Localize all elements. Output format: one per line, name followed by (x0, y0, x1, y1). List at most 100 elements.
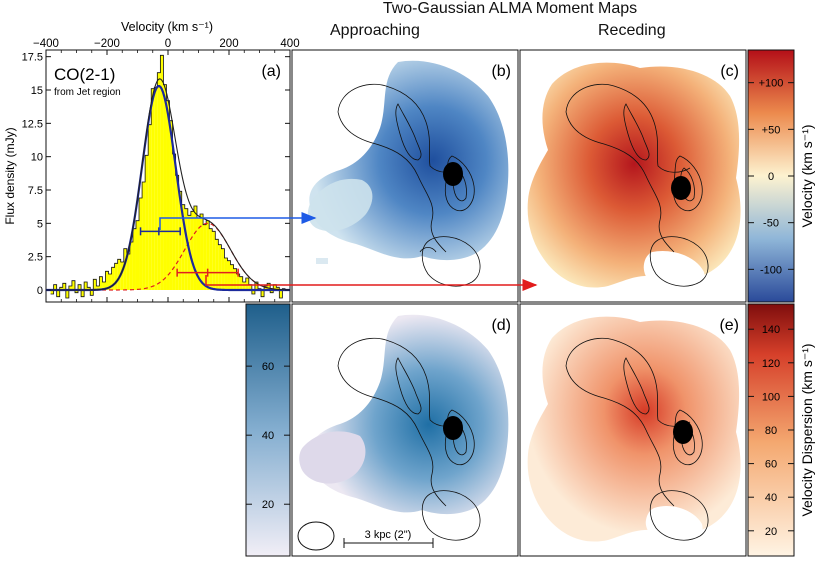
colorbar-tick-label: 20 (262, 499, 274, 511)
approaching-column-label: Approaching (330, 22, 420, 39)
spectrum-bar (166, 100, 170, 291)
spectrum-bar (172, 154, 176, 290)
x-tick-label: 200 (219, 38, 238, 50)
spectrum-bar (215, 239, 219, 290)
dispersion-approaching-gradient (245, 303, 291, 557)
spectrum-x-axis-label: Velocity (km s⁻¹) (121, 20, 213, 34)
spectrum-bar (50, 290, 54, 294)
spectrum-bar (169, 120, 173, 291)
panel-d-frame (291, 303, 519, 557)
spectrum-bar (90, 290, 94, 296)
figure-title: Two-Gaussian ALMA Moment Maps (382, 0, 638, 17)
spectrum-x-ticks: −400 −200 0 200 400 (33, 38, 300, 302)
spectrum-bar (230, 264, 234, 290)
panel-d-map: 3 kpc (2") (d) (291, 303, 519, 557)
spectrum-bar (84, 282, 88, 290)
y-tick-label: 0 (37, 285, 43, 297)
colorbar-tick-label: -100 (760, 264, 782, 276)
spectrum-bar (178, 191, 182, 290)
y-tick-label: 10 (31, 152, 43, 164)
spectrum-bar (196, 218, 201, 290)
panel-e-contours (565, 337, 709, 541)
spectrum-bar (81, 290, 85, 297)
y-tick-label: 5 (37, 218, 43, 230)
spectrum-bar (102, 282, 106, 290)
colorbar-tick-label: +50 (762, 124, 781, 136)
spectrum-bar (200, 214, 204, 290)
line-name: CO(2-1) (54, 65, 115, 84)
panel-b-map: (b) (291, 49, 519, 303)
spectrum-bar (71, 280, 75, 290)
region-label: from Jet region (54, 87, 121, 98)
panel-c-core-mask (671, 176, 691, 200)
spectrum-bar (53, 284, 57, 290)
component-error-bars (139, 227, 239, 277)
colorbar-tick-label: 80 (765, 425, 777, 437)
spectrum-bar (108, 274, 112, 290)
spectrum-bar (236, 274, 240, 290)
panel-d-label: (d) (491, 317, 511, 334)
panel-b-contours (337, 83, 481, 287)
spectrum-y-ticks: 0 2.5 5 7.5 10 12.5 15 17.5 (22, 52, 290, 297)
spectrum-bar (96, 286, 100, 290)
x-tick-label: −400 (33, 38, 59, 50)
spectrum-bar (270, 290, 274, 293)
spectrum-bar (224, 258, 228, 290)
spectrum-bar (206, 220, 210, 290)
panel-c-contours (565, 83, 709, 287)
panel-b-frame (291, 49, 519, 303)
panel-e-core-mask (673, 420, 693, 444)
spectrum-bar (218, 244, 222, 290)
spectrum-bar (212, 231, 216, 290)
spectrum-bar (273, 284, 277, 290)
receding-dispersion-emission (527, 316, 741, 542)
receding-velocity-emission (527, 62, 741, 288)
spectrum-bar (221, 248, 225, 290)
x-tick-label: 0 (165, 38, 171, 50)
x-tick-label: −200 (94, 38, 120, 50)
spectrum-bar (251, 290, 255, 294)
panel-c-frame (519, 49, 747, 303)
spectrum-bar (93, 279, 97, 290)
colorbar-tick-label: 60 (765, 459, 777, 471)
dispersion-receding-colorbar: 140 120 100 80 60 40 20 Velocity Dispersion (k… (747, 303, 815, 557)
spectrum-bar (114, 263, 118, 290)
spectrum-bar (254, 282, 258, 290)
panel-e-label: (e) (719, 317, 739, 334)
colorbar-tick-label: 40 (765, 492, 777, 504)
y-tick-label: 15 (31, 85, 43, 97)
spectrum-bar (120, 262, 124, 290)
spectrum-bar (175, 175, 179, 290)
spectrum-bar (239, 276, 243, 290)
panel-e-hole (645, 505, 703, 547)
scalebar (343, 538, 434, 548)
spectrum-bar (117, 259, 121, 290)
spectrum-y-axis-label: Flux density (mJy) (3, 127, 17, 224)
spectrum-bar (248, 284, 252, 290)
spectrum-bar (245, 278, 249, 290)
spectrum-bar (59, 287, 63, 290)
colorbar-tick-label: 60 (262, 361, 274, 373)
x-tick-label: 400 (280, 38, 299, 50)
spectrum-bar (154, 87, 158, 290)
colorbar-tick-label: 120 (762, 358, 780, 370)
dispersion-colorbar-label: Velocity Dispersion (km s⁻¹) (799, 343, 815, 516)
panel-e-frame (519, 303, 747, 557)
spectrum-bar (190, 211, 194, 290)
spectrum-bar (157, 72, 161, 291)
panel-c-label: (c) (720, 63, 739, 80)
spectrum-plot: −400 −200 0 200 400 0 2.5 5 7.5 10 12.5 15 17.5 Vel… (3, 20, 300, 303)
receding-column-label: Receding (598, 22, 666, 39)
approaching-isolated-pixel (316, 258, 328, 264)
panel-e-map: (e) (519, 303, 747, 557)
scalebar-label: 3 kpc (2") (365, 529, 412, 541)
blue-link-arrow (159, 212, 317, 230)
approaching-dispersion-lobe (299, 431, 366, 484)
panel-a-label: (a) (261, 63, 281, 80)
spectrum-bar (209, 228, 213, 290)
spectrum-bar (242, 282, 246, 290)
spectrum-bar (193, 206, 197, 290)
colorbar-tick-label: 40 (262, 430, 274, 442)
spectrum-bar (181, 204, 185, 290)
